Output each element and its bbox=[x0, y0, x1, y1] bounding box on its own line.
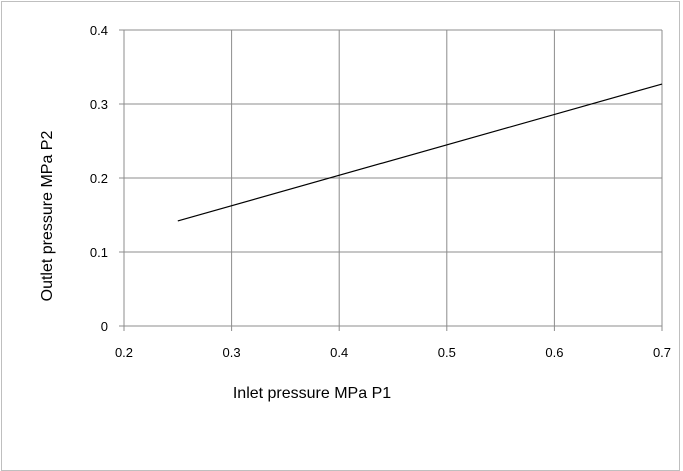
y-tick-labels: 0 0.1 0.2 0.3 0.4 bbox=[90, 23, 108, 334]
y-tick-label: 0.4 bbox=[90, 23, 108, 38]
x-tick-label: 0.3 bbox=[223, 345, 241, 360]
grid-lines bbox=[124, 29, 663, 326]
y-axis-title: Outlet pressure MPa P2 bbox=[39, 131, 56, 302]
x-tick-label: 0.4 bbox=[330, 345, 348, 360]
x-tick-label: 0.7 bbox=[653, 345, 671, 360]
y-tick-label: 0.3 bbox=[90, 97, 108, 112]
x-tick-label: 0.5 bbox=[438, 345, 456, 360]
series-lines bbox=[177, 83, 663, 222]
x-axis-title: Inlet pressure MPa P1 bbox=[233, 385, 391, 402]
x-tick-labels: 0.2 0.3 0.4 0.5 0.6 0.7 bbox=[115, 345, 671, 360]
axes bbox=[119, 29, 663, 331]
series-line bbox=[177, 83, 663, 222]
x-tick-label: 0.6 bbox=[545, 345, 563, 360]
y-tick-label: 0.2 bbox=[90, 171, 108, 186]
line-chart: 0.2 0.3 0.4 0.5 0.6 0.7 0 0.1 0.2 0.3 0.4 Inlet p… bbox=[39, 23, 671, 402]
y-tick-label: 0.1 bbox=[90, 245, 108, 260]
x-tick-label: 0.2 bbox=[115, 345, 133, 360]
y-tick-label: 0 bbox=[101, 319, 108, 334]
